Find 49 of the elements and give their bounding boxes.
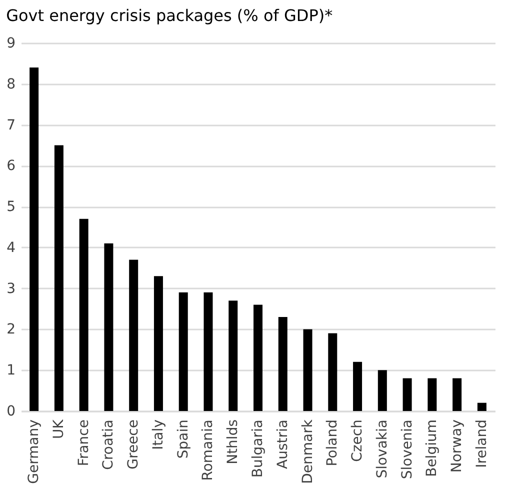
bar [254, 304, 262, 411]
x-tick-label: France [76, 420, 92, 466]
bar [378, 370, 387, 411]
y-tick-label: 1 [6, 362, 16, 379]
bar [104, 243, 114, 411]
bar [54, 145, 64, 411]
bar [30, 68, 39, 411]
y-tick-label: 7 [6, 117, 16, 134]
x-tick-label: Croatia [100, 420, 117, 470]
bar [79, 218, 88, 411]
bar [204, 292, 213, 411]
bar [303, 329, 312, 411]
x-tick-label: Austria [274, 420, 291, 469]
x-tick-label: Ireland [474, 420, 490, 468]
x-tick-label: Slovakia [374, 420, 390, 478]
x-tick-label: UK [50, 418, 67, 439]
y-tick-label: 8 [6, 76, 16, 92]
x-tick-label: Romania [200, 420, 216, 481]
x-tick-label: Belgium [424, 420, 440, 477]
bar [428, 378, 437, 411]
x-tick-label: Greece [126, 420, 142, 470]
x-tick-label: Slovenia [399, 420, 416, 480]
x-tick-label: Poland [324, 420, 341, 466]
bar [353, 362, 362, 411]
y-tick-label: 0 [6, 404, 16, 420]
chart-title: Govt energy crisis packages (% of GDP)* [6, 6, 333, 25]
bar [452, 378, 462, 411]
bar [477, 402, 486, 411]
x-tick-label: Norway [449, 420, 466, 473]
bar [178, 292, 188, 411]
x-tick-label: Denmark [300, 418, 316, 484]
x-tick-label: Spain [175, 420, 192, 459]
x-tick-label: Nthlds [225, 420, 242, 464]
y-tick-label: 9 [6, 36, 16, 52]
y-tick-label: 4 [6, 240, 16, 256]
y-tick-label: 6 [6, 158, 16, 174]
x-tick-label: Germany [26, 420, 42, 484]
bar [154, 276, 163, 411]
x-tick-label: Bulgaria [250, 420, 266, 478]
y-tick-label: 3 [6, 280, 16, 297]
bar [402, 378, 412, 411]
x-tick-label: Italy [150, 420, 166, 450]
y-tick-label: 5 [6, 199, 16, 216]
bar [228, 300, 238, 411]
bar [328, 333, 338, 411]
x-tick-label: Czech [350, 420, 366, 462]
y-tick-label: 2 [6, 322, 16, 338]
bar [129, 260, 138, 411]
bar [278, 316, 288, 411]
